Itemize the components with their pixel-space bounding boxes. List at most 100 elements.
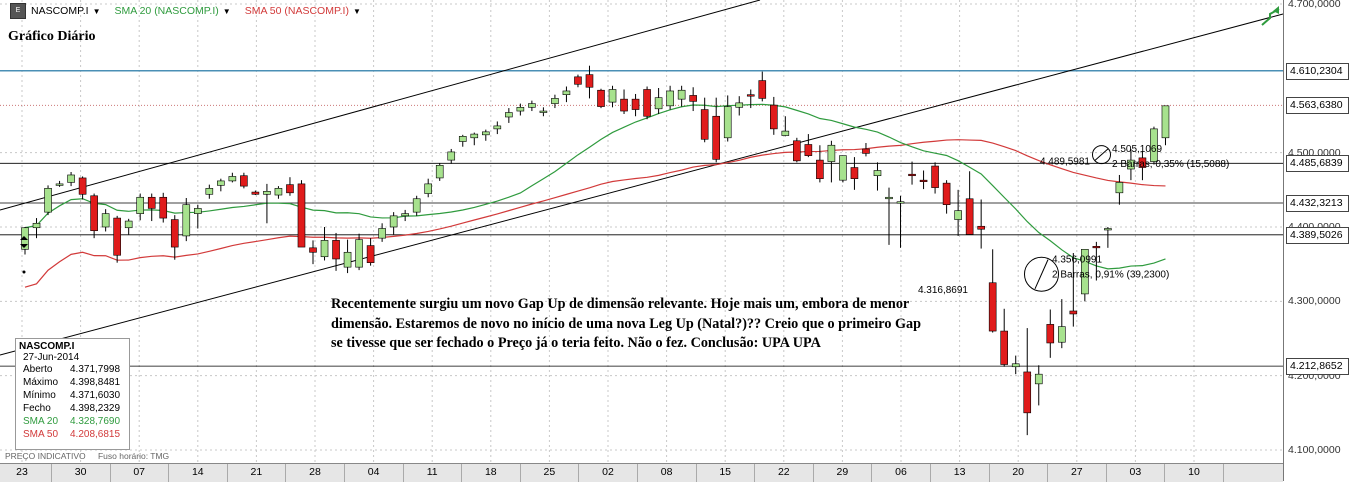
x-axis-divider bbox=[1223, 464, 1224, 482]
candle-down bbox=[113, 217, 121, 256]
candle-up bbox=[505, 112, 513, 118]
candle-down bbox=[804, 144, 813, 156]
dropdown-arrow-icon[interactable]: ▼ bbox=[92, 6, 101, 16]
candle-up bbox=[101, 213, 110, 228]
candle-down bbox=[942, 182, 951, 205]
candle-down bbox=[862, 148, 870, 154]
sma20-path bbox=[24, 103, 1166, 270]
x-axis-divider bbox=[578, 464, 580, 482]
info-box: NASCOMP.I 27-Jun-2014 Aberto 4.371,7998 Má… bbox=[15, 338, 130, 450]
candle-down bbox=[78, 177, 87, 195]
x-tick-label: 04 bbox=[367, 466, 380, 478]
y-tick-label: 4.100,0000 bbox=[1288, 444, 1341, 456]
measure-from-label: 4.316,8691 bbox=[918, 285, 968, 296]
candle-up bbox=[1058, 326, 1066, 343]
candle-down bbox=[574, 76, 582, 85]
dropdown-arrow-icon[interactable]: ▼ bbox=[222, 6, 231, 16]
middle-channel-line bbox=[0, 13, 1284, 356]
candle-up bbox=[1161, 105, 1170, 139]
legend-symbol[interactable]: NASCOMP.I ▼ bbox=[31, 5, 101, 17]
measure-note-label: 2 Barras, 0,91% (39,2300) bbox=[1052, 270, 1169, 281]
indicative-price-label: PREÇO INDICATIVO bbox=[5, 451, 86, 461]
candle-up bbox=[320, 240, 329, 258]
info-row: SMA 50 4.208,6815 bbox=[19, 428, 126, 441]
x-tick-label: 10 bbox=[1188, 466, 1200, 478]
candle-up bbox=[194, 208, 202, 214]
price-level-label: 4.610,2304 bbox=[1286, 62, 1349, 80]
sma20-line bbox=[24, 103, 1166, 270]
info-value: 4.398,8481 bbox=[70, 377, 121, 388]
candle-down bbox=[90, 195, 98, 232]
candle-down bbox=[620, 98, 628, 112]
candle-down bbox=[1023, 371, 1032, 414]
candle-up bbox=[55, 183, 64, 186]
x-tick-label: 23 bbox=[16, 466, 28, 478]
sma50-line bbox=[24, 139, 1166, 288]
x-axis-divider bbox=[461, 464, 463, 482]
candle-up bbox=[873, 170, 882, 177]
upper-channel-line bbox=[0, 0, 761, 211]
candle-up bbox=[274, 188, 283, 196]
candle-up bbox=[481, 131, 490, 136]
candle-up bbox=[182, 204, 191, 237]
candle-down bbox=[240, 175, 248, 187]
candle-up bbox=[228, 176, 237, 182]
candle-down bbox=[631, 98, 640, 110]
legend-sma20[interactable]: SMA 20 (NASCOMP.I) ▼ bbox=[115, 5, 231, 17]
bottom-status-bar: PREÇO INDICATIVO Fuso horário: TMG bbox=[0, 451, 1288, 462]
candle-down bbox=[297, 183, 306, 248]
x-axis-divider bbox=[695, 464, 697, 482]
x-tick-label: 27 bbox=[1070, 466, 1083, 478]
info-value: 4.398,2329 bbox=[70, 403, 121, 414]
chart-grid bbox=[0, 0, 1283, 463]
legend-sma20-label: SMA 20 (NASCOMP.I) bbox=[114, 5, 219, 17]
x-tick-label: 15 bbox=[719, 466, 732, 478]
candle-down bbox=[1046, 324, 1055, 344]
candle-up bbox=[516, 107, 525, 112]
candle-up bbox=[528, 103, 536, 108]
candle-down bbox=[769, 104, 778, 130]
candle-up bbox=[343, 251, 352, 268]
candle-up bbox=[562, 90, 571, 95]
info-label: Aberto bbox=[23, 364, 53, 375]
candle-up bbox=[424, 183, 433, 194]
candle-up bbox=[447, 151, 456, 161]
candle-up bbox=[44, 188, 52, 213]
candle-down bbox=[286, 184, 294, 194]
candle-up bbox=[1127, 159, 1135, 170]
x-axis-divider bbox=[226, 464, 228, 482]
candle-down bbox=[1092, 246, 1101, 249]
info-label: Fecho bbox=[23, 403, 51, 414]
x-axis-divider bbox=[637, 464, 638, 482]
x-axis-divider bbox=[402, 464, 404, 482]
x-tick-label: 29 bbox=[836, 466, 849, 478]
x-axis[interactable]: 23 30 07 14 21 28 04 11 18 25 02 08 15 22 29 06 13 20 27 03… bbox=[0, 463, 1283, 482]
candle-down bbox=[1069, 310, 1078, 315]
x-axis-divider bbox=[1047, 464, 1049, 482]
info-row: Aberto 4.371,7998 bbox=[19, 363, 126, 376]
info-value: 4.328,7690 bbox=[70, 416, 121, 427]
info-date: 27-Jun-2014 bbox=[23, 352, 80, 363]
candle-up bbox=[378, 228, 386, 239]
y-axis[interactable]: 4.700,00004.500,00004.400,00004.300,0000… bbox=[1283, 0, 1349, 481]
chart-app-icon[interactable]: E bbox=[10, 3, 26, 19]
x-tick-label: 21 bbox=[250, 466, 263, 478]
x-axis-divider bbox=[930, 464, 931, 482]
candlesticks bbox=[21, 65, 1170, 436]
candle-down bbox=[366, 245, 375, 263]
candle-down bbox=[309, 247, 317, 253]
info-label: SMA 20 bbox=[23, 416, 59, 427]
x-tick-label: 07 bbox=[133, 466, 146, 478]
measure-circle bbox=[1092, 145, 1111, 165]
legend-bar: E NASCOMP.I ▼ SMA 20 (NASCOMP.I) ▼ SMA 5… bbox=[0, 0, 1283, 22]
candle-down bbox=[988, 282, 997, 332]
candle-down bbox=[965, 198, 974, 235]
candle-up bbox=[539, 110, 548, 113]
candle-up bbox=[67, 174, 75, 183]
candle-down bbox=[597, 89, 605, 107]
x-tick-label: 22 bbox=[777, 466, 790, 478]
dropdown-arrow-icon[interactable]: ▼ bbox=[352, 6, 361, 16]
legend-sma50[interactable]: SMA 50 (NASCOMP.I) ▼ bbox=[245, 5, 361, 17]
candle-up bbox=[1104, 228, 1112, 231]
